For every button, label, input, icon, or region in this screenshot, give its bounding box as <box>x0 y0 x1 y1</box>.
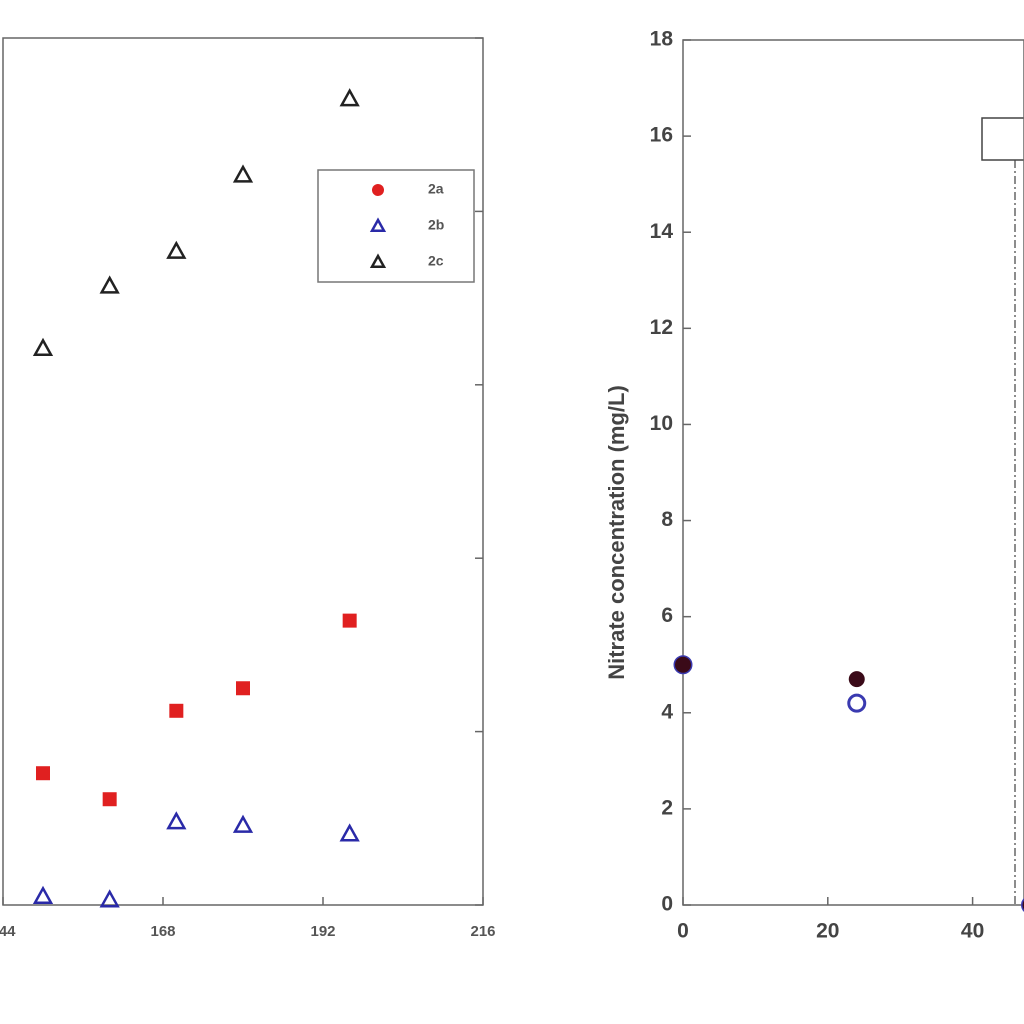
marker <box>36 766 50 781</box>
x-tick-label: 144 <box>0 923 16 940</box>
marker <box>169 703 184 718</box>
marker <box>166 240 187 259</box>
y-tick-label: 14 <box>650 220 674 243</box>
marker <box>339 823 360 842</box>
y-tick-label: 8 <box>661 508 673 531</box>
marker <box>675 656 691 673</box>
legend-marker <box>369 217 387 233</box>
x-tick-label: 20 <box>816 920 839 943</box>
y-tick-label: 0 <box>661 893 673 916</box>
x-tick-label: 192 <box>310 923 335 940</box>
y-tick-label: 18 <box>650 28 674 51</box>
marker <box>232 164 254 183</box>
marker <box>32 885 54 904</box>
marker <box>102 792 117 807</box>
legend-marker <box>369 253 387 269</box>
marker <box>232 814 254 833</box>
y-tick-label: 16 <box>650 124 673 147</box>
y-tick-label: 12 <box>650 316 673 339</box>
marker <box>99 275 120 294</box>
plot-frame <box>682 39 1024 906</box>
x-tick-label: 0 <box>677 920 689 943</box>
marker <box>342 613 357 628</box>
y-tick-label: 10 <box>650 412 673 435</box>
marker <box>166 811 187 830</box>
x-tick-label: 168 <box>150 923 175 940</box>
marker <box>339 88 360 107</box>
y-axis-label: Nitrate concentration (mg/L) <box>604 385 629 680</box>
legend-label: 2b <box>428 217 444 233</box>
legend-marker <box>372 184 384 196</box>
x-tick-label: 40 <box>961 920 984 943</box>
marker <box>99 889 120 908</box>
legend-label: 2a <box>428 181 444 197</box>
marker <box>32 337 54 357</box>
marker <box>236 681 250 696</box>
y-tick-label: 6 <box>661 604 673 627</box>
y-tick-label: 4 <box>661 700 673 723</box>
marker <box>847 693 867 713</box>
plot-frame <box>2 37 484 906</box>
y-tick-label: 2 <box>661 796 673 819</box>
annotation-box <box>981 117 1024 161</box>
legend-label: 2c <box>428 253 444 269</box>
x-tick-label: 216 <box>470 923 495 940</box>
legend-box <box>317 169 475 283</box>
marker <box>848 671 865 688</box>
